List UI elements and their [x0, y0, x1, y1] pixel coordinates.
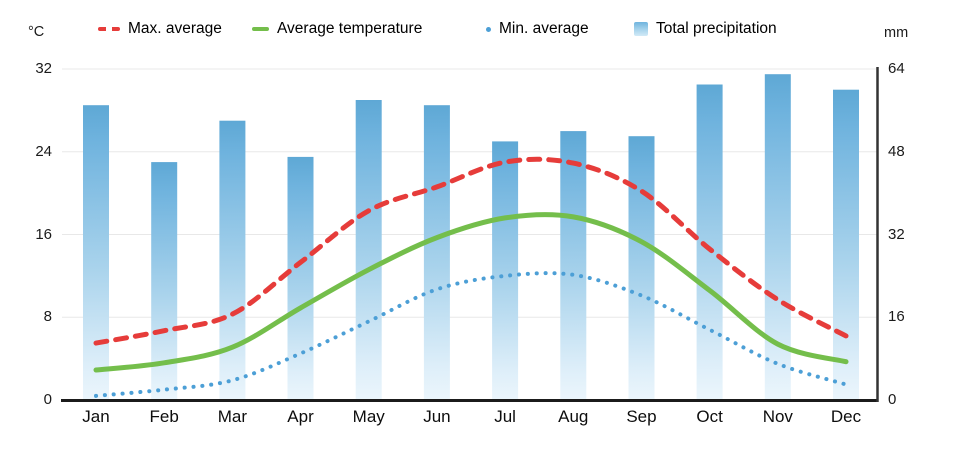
- max-average-line: [93, 156, 849, 346]
- precip-bar-Apr: [287, 156, 314, 401]
- precip-bar-Nov: [764, 74, 791, 401]
- right-tick-16: 16: [888, 308, 905, 326]
- left-tick-16: 16: [35, 225, 52, 243]
- month-label-May: May: [352, 407, 385, 426]
- left-tick-0: 0: [43, 391, 52, 408]
- average-temperature-line-icon: [252, 27, 269, 31]
- right-tick-64: 64: [888, 60, 905, 77]
- gridlines: [62, 68, 877, 318]
- legend-label: Max. average: [128, 20, 222, 37]
- month-label-Sep: Sep: [626, 407, 657, 426]
- month-label-Dec: Dec: [830, 407, 862, 426]
- precip-bar-May: [355, 100, 382, 401]
- legend-item-min-average[interactable]: Min. average: [486, 17, 589, 41]
- month-label-Jan: Jan: [82, 407, 110, 426]
- right-tick-48: 48: [888, 142, 905, 160]
- legend-item-average-temperature[interactable]: Average temperature: [252, 17, 422, 41]
- precip-bar-Jul: [492, 141, 519, 401]
- precip-bar-Aug: [560, 131, 587, 401]
- month-label-Apr: Apr: [287, 407, 314, 426]
- legend-item-max-average[interactable]: Max. average: [98, 17, 222, 41]
- legend-item-total-precipitation[interactable]: Total precipitation: [634, 17, 777, 41]
- month-label-Jun: Jun: [423, 407, 451, 426]
- legend-label: Total precipitation: [656, 20, 777, 37]
- month-label-Nov: Nov: [762, 407, 793, 426]
- precipitation-bars: [83, 74, 859, 401]
- precip-bar-Jun: [423, 105, 450, 401]
- right-tick-0: 0: [888, 391, 897, 408]
- precipitation-bar-icon: [634, 22, 648, 36]
- right-tick-32: 32: [888, 225, 905, 243]
- left-tick-24: 24: [35, 142, 52, 160]
- max-average-dashed-line-icon: [98, 27, 120, 31]
- precip-bar-Mar: [219, 120, 246, 401]
- precip-bar-Oct: [696, 84, 723, 401]
- month-label-Oct: Oct: [696, 407, 723, 426]
- month-label-Jul: Jul: [494, 407, 516, 426]
- precip-bar-Dec: [833, 89, 859, 401]
- legend-label: Average temperature: [277, 20, 423, 37]
- right-axis-unit: mm: [884, 25, 909, 41]
- temperature-lines: [93, 156, 849, 398]
- min-average-line: [94, 271, 848, 398]
- month-label-Aug: Aug: [558, 407, 589, 426]
- month-label-Feb: Feb: [149, 407, 179, 426]
- precip-bar-Sep: [628, 136, 655, 401]
- left-tick-32: 32: [35, 60, 52, 77]
- precip-bar-Jan: [83, 105, 109, 401]
- legend-label: Min. average: [499, 20, 589, 37]
- month-label-Mar: Mar: [217, 407, 247, 426]
- left-tick-8: 8: [43, 308, 52, 326]
- axis-lines: [61, 67, 879, 402]
- min-average-dot-icon: [486, 26, 491, 32]
- average-temperature-line: [93, 212, 849, 373]
- left-axis-unit: °C: [28, 24, 45, 40]
